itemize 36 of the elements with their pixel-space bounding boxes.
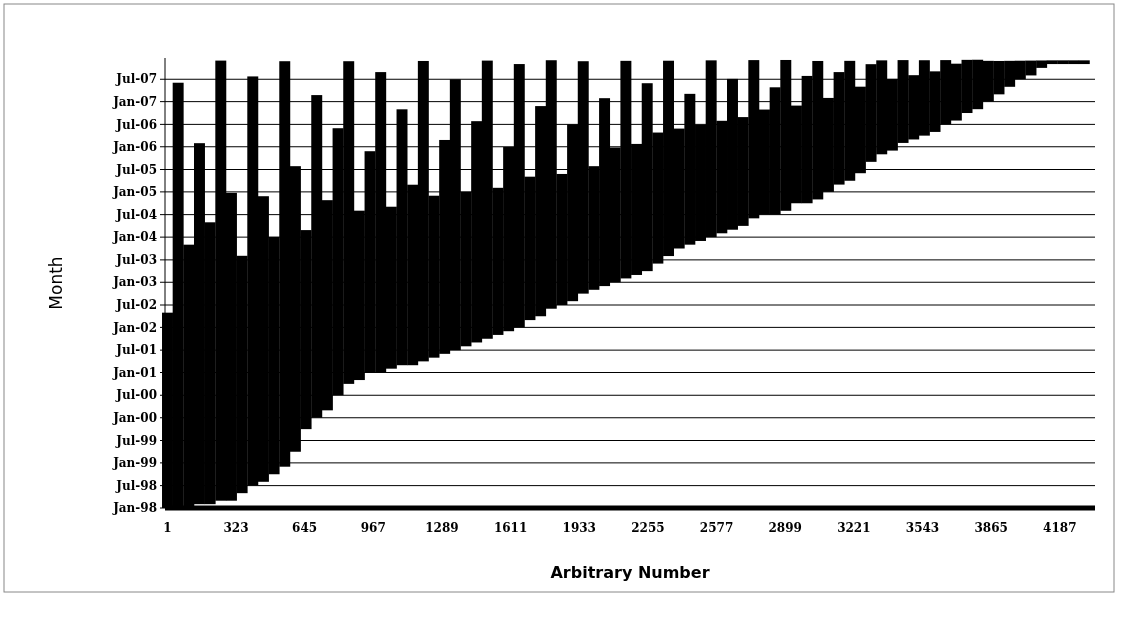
y-tick-label: Jan-00 bbox=[112, 410, 157, 425]
x-tick-label: 1 bbox=[163, 521, 172, 535]
y-tick-label: Jul-06 bbox=[115, 117, 157, 132]
y-tick-label: Jul-07 bbox=[115, 72, 157, 87]
x-tick-label: 3865 bbox=[974, 521, 1008, 535]
y-tick-label: Jan-03 bbox=[112, 275, 157, 290]
y-tick-label: Jul-02 bbox=[115, 298, 157, 313]
x-tick-label: 2577 bbox=[699, 521, 734, 535]
x-tick-label: 1611 bbox=[493, 521, 528, 535]
y-tick-label: Jul-98 bbox=[115, 478, 157, 493]
x-tick-label: 1933 bbox=[562, 521, 596, 535]
y-axis-title: Month bbox=[46, 256, 66, 310]
y-tick-label: Jan-05 bbox=[112, 185, 157, 200]
y-tick-label: Jan-99 bbox=[112, 456, 157, 471]
y-tick-label: Jul-03 bbox=[115, 253, 157, 268]
x-tick-label: 1289 bbox=[425, 521, 459, 535]
y-tick-label: Jan-06 bbox=[112, 139, 157, 154]
y-tick-label: Jan-07 bbox=[112, 94, 157, 109]
y-tick-label: Jul-01 bbox=[115, 343, 157, 358]
x-axis-title: Arbitrary Number bbox=[550, 563, 710, 582]
x-tick-label: 323 bbox=[223, 521, 249, 535]
y-tick-label: Jul-99 bbox=[115, 433, 157, 448]
x-tick-label: 3543 bbox=[905, 521, 940, 535]
y-tick-label: Jul-00 bbox=[115, 388, 157, 403]
y-tick-label: Jan-04 bbox=[112, 230, 157, 245]
y-tick-label: Jul-05 bbox=[115, 162, 157, 177]
x-tick-label: 645 bbox=[292, 521, 318, 535]
y-tick-label: Jan-01 bbox=[112, 365, 157, 380]
y-tick-label: Jan-98 bbox=[112, 501, 157, 516]
x-tick-label: 967 bbox=[360, 521, 386, 535]
x-tick-label: 2899 bbox=[768, 521, 802, 535]
x-tick-label: 2255 bbox=[631, 521, 665, 535]
y-tick-label: Jul-04 bbox=[115, 207, 157, 222]
x-tick-label: 4187 bbox=[1043, 521, 1077, 535]
x-tick-label: 3221 bbox=[837, 521, 871, 535]
y-tick-label: Jan-02 bbox=[112, 320, 157, 335]
